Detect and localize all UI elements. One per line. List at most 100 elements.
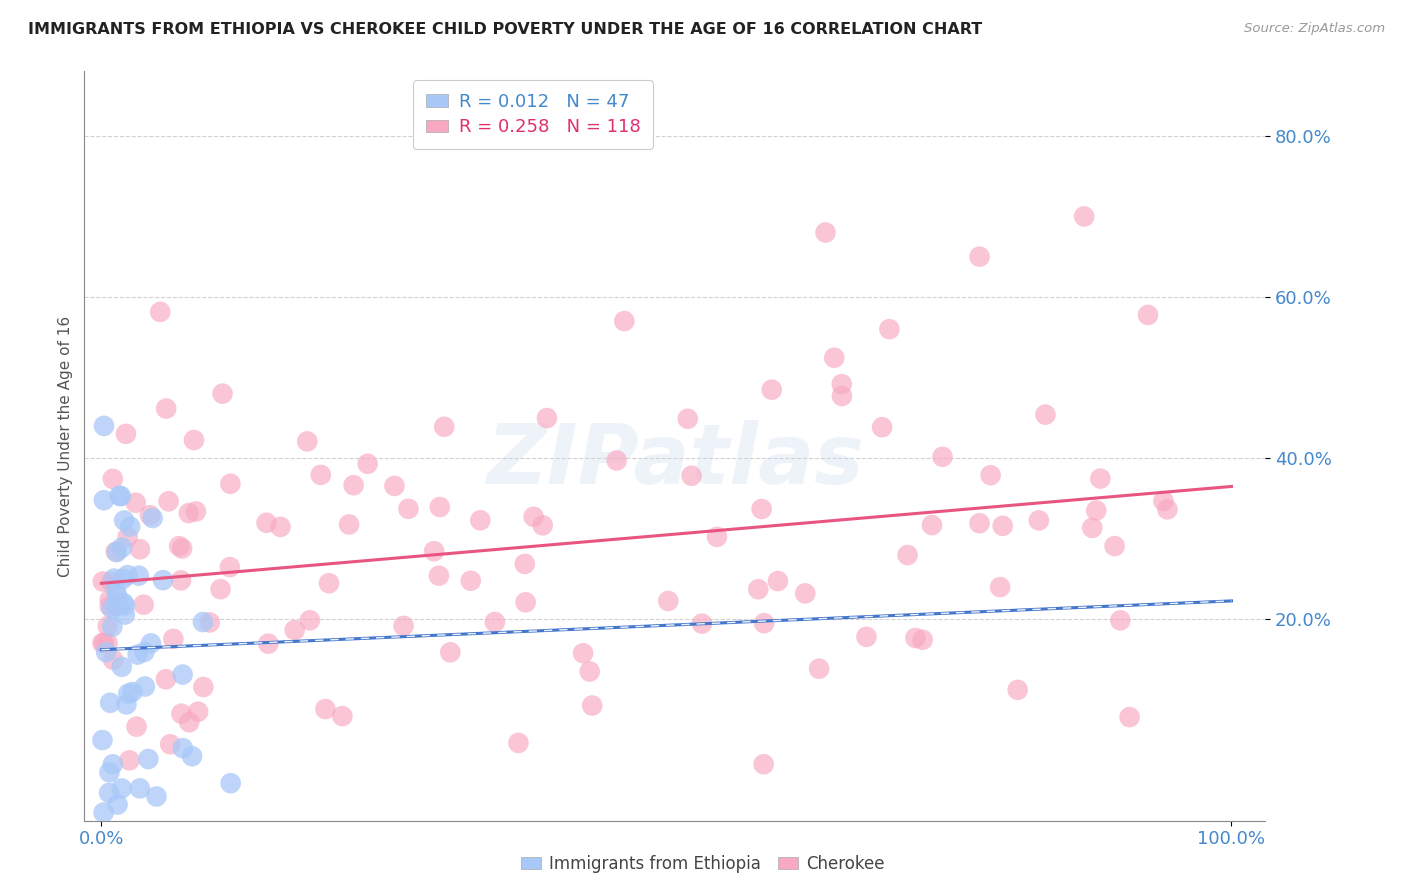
Point (808, 662, 831, 676)
Point (508, 736, 530, 750)
Point (101, 601, 124, 615)
Point (101, 620, 124, 634)
Point (1035, 408, 1057, 422)
Point (98, 599, 121, 614)
Point (356, 457, 378, 471)
Point (297, 434, 319, 449)
Point (105, 582, 128, 597)
Point (219, 560, 242, 574)
Point (766, 574, 789, 588)
Point (115, 698, 138, 712)
Point (814, 226, 837, 240)
Point (98, 592, 121, 607)
Point (1109, 614, 1132, 628)
Point (159, 737, 181, 751)
Point (706, 530, 728, 544)
Point (98, 765, 121, 780)
Point (105, 590, 128, 604)
Point (1081, 521, 1104, 535)
Point (152, 573, 174, 587)
Point (794, 586, 817, 600)
Point (91, 574, 114, 589)
Point (752, 616, 775, 631)
Point (93, 805, 115, 820)
Point (921, 518, 943, 533)
Point (318, 576, 340, 591)
Point (747, 582, 769, 597)
Point (513, 557, 536, 571)
Point (578, 665, 600, 679)
Text: Source: ZipAtlas.com: Source: ZipAtlas.com (1244, 22, 1385, 36)
Point (134, 680, 156, 694)
Point (93, 418, 115, 433)
Point (752, 757, 775, 772)
Point (101, 757, 124, 772)
Point (187, 705, 209, 719)
Point (167, 539, 190, 553)
Point (111, 572, 134, 586)
Point (423, 544, 446, 558)
Point (613, 314, 636, 328)
Point (193, 680, 215, 694)
Point (125, 496, 148, 510)
Point (384, 479, 406, 493)
Point (128, 781, 150, 796)
Point (1007, 682, 1029, 697)
Point (110, 489, 132, 503)
Point (91, 636, 114, 650)
Point (219, 476, 242, 491)
Point (108, 489, 131, 503)
Point (581, 698, 603, 713)
Point (139, 508, 162, 523)
Point (515, 595, 537, 609)
Point (211, 386, 233, 401)
Point (96, 645, 118, 659)
Point (439, 645, 461, 659)
Point (172, 541, 194, 556)
Point (1090, 472, 1112, 486)
Point (392, 619, 415, 633)
Point (98, 786, 121, 800)
Point (125, 720, 148, 734)
Point (93, 636, 115, 650)
Point (676, 411, 699, 425)
Point (93, 493, 115, 508)
Point (132, 598, 155, 612)
Point (117, 530, 139, 544)
Point (969, 250, 991, 264)
Point (172, 741, 194, 756)
Point (127, 648, 149, 662)
Point (484, 615, 506, 629)
Point (572, 646, 595, 660)
Point (427, 568, 450, 582)
Point (751, 502, 773, 516)
Point (181, 749, 204, 764)
Point (101, 472, 124, 486)
Point (433, 419, 456, 434)
Point (309, 467, 332, 482)
Point (100, 574, 122, 589)
Point (284, 623, 307, 637)
Point (761, 383, 783, 397)
Point (1152, 494, 1174, 508)
Point (330, 709, 353, 723)
Point (117, 568, 139, 582)
Point (114, 607, 136, 622)
Point (112, 513, 135, 527)
Point (429, 500, 451, 514)
Point (870, 420, 893, 434)
Point (988, 580, 1011, 594)
Point (1118, 710, 1140, 724)
Point (980, 468, 1002, 483)
Point (184, 504, 207, 518)
Point (145, 789, 167, 804)
Point (104, 544, 127, 558)
Point (681, 468, 703, 483)
Point (103, 572, 125, 586)
Point (177, 506, 200, 520)
Point (855, 630, 877, 644)
Point (879, 322, 901, 336)
Point (343, 478, 366, 492)
Point (1137, 308, 1160, 322)
Point (129, 542, 152, 557)
